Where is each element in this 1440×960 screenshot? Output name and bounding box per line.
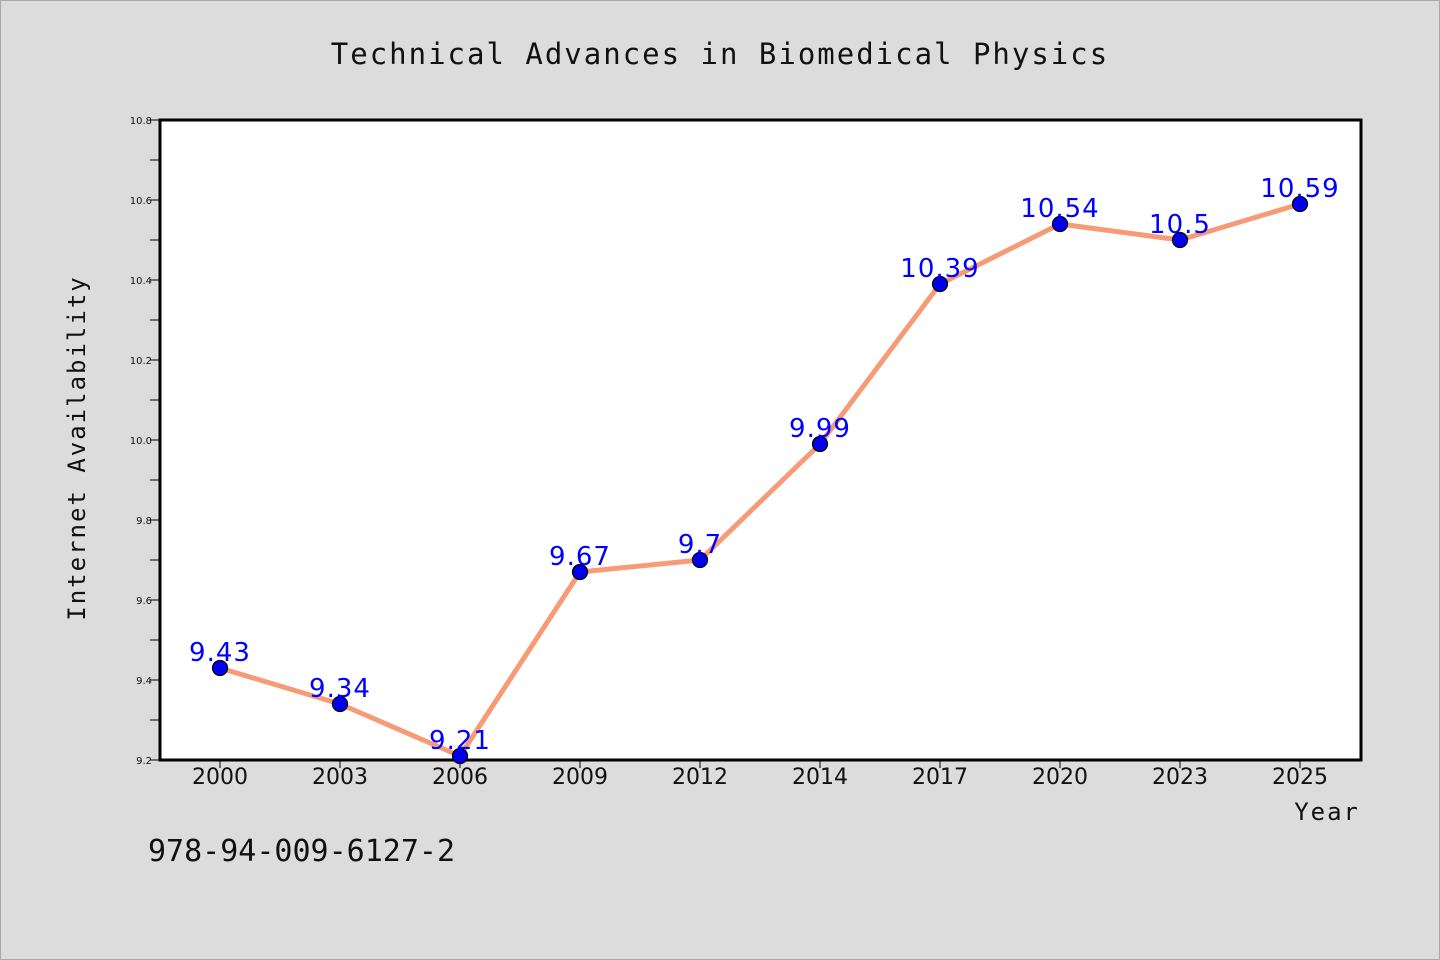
data-label: 9.43 bbox=[189, 638, 251, 668]
data-point bbox=[691, 551, 709, 569]
data-labels-group: 9.43 9.34 9.21 9.67 9.7 9.99 10.39 10.54 10.5 10.… bbox=[189, 174, 1339, 756]
y-tick-label: 10.0 bbox=[130, 436, 152, 447]
x-tick-label: 2009 bbox=[552, 765, 608, 790]
data-label: 9.34 bbox=[309, 674, 371, 704]
chart-title: Technical Advances in Biomedical Physics bbox=[331, 37, 1109, 71]
data-point bbox=[811, 435, 829, 453]
data-label: 9.99 bbox=[789, 414, 851, 444]
y-axis: 9.2 9.4 9.6 9.8 10.0 10.2 10.4 10.6 10.8 bbox=[130, 116, 160, 767]
data-label: 10.59 bbox=[1260, 174, 1339, 204]
y-tick-label: 10.8 bbox=[130, 116, 152, 127]
data-point bbox=[451, 747, 469, 765]
data-point bbox=[331, 695, 349, 713]
x-tick-label: 2020 bbox=[1032, 765, 1088, 790]
series-line bbox=[217, 201, 1303, 759]
y-tick-label: 9.4 bbox=[136, 676, 152, 687]
isbn-annotation: 978-94-009-6127-2 bbox=[148, 834, 456, 869]
y-tick-label: 10.2 bbox=[130, 356, 152, 367]
y-tick-label: 9.2 bbox=[136, 756, 152, 767]
x-tick-label: 2014 bbox=[792, 765, 848, 790]
y-tick-label: 10.4 bbox=[130, 276, 152, 287]
data-label: 10.54 bbox=[1020, 194, 1099, 224]
x-axis-label: Year bbox=[1294, 798, 1360, 826]
y-tick-label: 9.8 bbox=[136, 516, 152, 527]
data-label: 9.7 bbox=[678, 530, 722, 560]
x-axis: 2000 2003 2006 2009 2012 2014 2017 2020 2023 2025 bbox=[192, 760, 1328, 790]
x-tick-label: 2012 bbox=[672, 765, 728, 790]
plot-area bbox=[158, 118, 1363, 762]
markers-group bbox=[211, 195, 1309, 765]
data-label: 9.67 bbox=[549, 542, 611, 572]
data-point bbox=[1051, 215, 1069, 233]
data-point bbox=[931, 275, 949, 293]
x-tick-label: 2003 bbox=[312, 765, 368, 790]
x-tick-label: 2006 bbox=[432, 765, 488, 790]
y-tick-label: 10.6 bbox=[130, 196, 152, 207]
x-tick-label: 2025 bbox=[1272, 765, 1328, 790]
data-point bbox=[1171, 231, 1189, 249]
data-label: 10.5 bbox=[1149, 210, 1211, 240]
x-tick-label: 2017 bbox=[912, 765, 968, 790]
data-point bbox=[1291, 195, 1309, 213]
y-axis-label: Internet Availability bbox=[63, 275, 91, 620]
x-tick-label: 2023 bbox=[1152, 765, 1208, 790]
x-tick-label: 2000 bbox=[192, 765, 248, 790]
series-line-group bbox=[217, 201, 1303, 759]
y-tick-label: 9.6 bbox=[136, 596, 152, 607]
data-label: 10.39 bbox=[900, 254, 979, 284]
data-label: 9.21 bbox=[429, 726, 491, 756]
data-point bbox=[571, 563, 589, 581]
data-point bbox=[211, 659, 229, 677]
